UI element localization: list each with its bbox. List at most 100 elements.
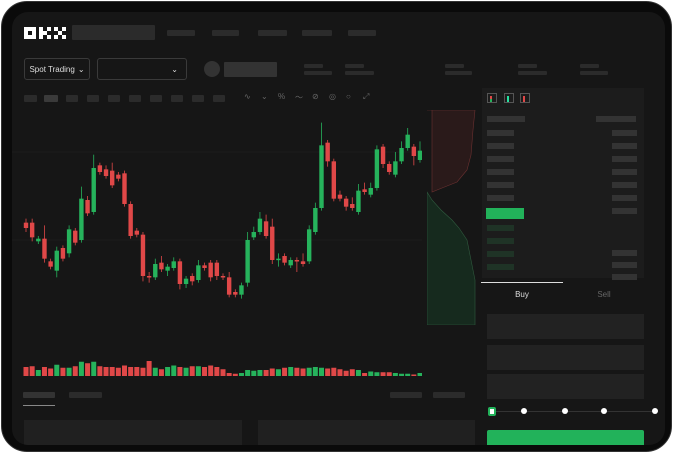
- slider-step[interactable]: [521, 408, 527, 414]
- tab-sell[interactable]: Sell: [597, 290, 611, 299]
- buy-button[interactable]: [487, 430, 644, 445]
- volume-bar: [405, 373, 411, 376]
- slider-step[interactable]: [652, 408, 658, 414]
- depth-asks: [427, 110, 476, 193]
- market-type-dropdown[interactable]: Spot Trading ⌄: [24, 58, 90, 80]
- candle: [356, 184, 361, 215]
- timeframe-button[interactable]: [108, 95, 120, 102]
- candle: [109, 162, 115, 188]
- search-bar[interactable]: [72, 25, 155, 40]
- tab-buy[interactable]: Buy: [515, 290, 529, 299]
- candle-body: [159, 262, 164, 270]
- market-type-label: Spot Trading: [29, 64, 75, 74]
- volume-bar: [103, 367, 109, 376]
- candle-body: [331, 161, 337, 199]
- candle-body: [23, 222, 29, 228]
- candle-body: [196, 265, 201, 280]
- volume-bar: [417, 373, 422, 376]
- total-input[interactable]: [487, 374, 644, 399]
- depth-chart: [427, 110, 476, 325]
- candle-body: [171, 261, 176, 268]
- candle-body: [165, 266, 170, 271]
- target-icon[interactable]: ◎: [329, 92, 336, 101]
- pair-dropdown[interactable]: ⌄: [97, 58, 187, 80]
- orderbook-view-both-icon[interactable]: [487, 93, 497, 103]
- line-tool-icon[interactable]: 〜: [295, 93, 303, 102]
- nav-item[interactable]: [258, 30, 287, 36]
- slider-handle[interactable]: [488, 407, 496, 416]
- candle-body: [257, 218, 263, 232]
- timeframe-button[interactable]: [150, 95, 162, 102]
- timeframe-button[interactable]: [213, 95, 225, 102]
- ask-price: [487, 169, 514, 175]
- volume-bar: [183, 367, 189, 376]
- candle: [294, 257, 300, 272]
- pair-name: [224, 62, 277, 77]
- volume-bar: [362, 373, 368, 376]
- candle-body: [405, 134, 410, 148]
- candle: [196, 260, 201, 283]
- timeframe-button[interactable]: [66, 95, 78, 102]
- stat-label: [304, 64, 323, 68]
- okx-logo[interactable]: [24, 27, 66, 39]
- candle-body: [122, 173, 127, 204]
- candle: [54, 246, 59, 278]
- nav-item[interactable]: [167, 30, 195, 36]
- volume-bar: [23, 367, 29, 376]
- candle-body: [233, 292, 238, 295]
- timeframe-button[interactable]: [24, 95, 37, 102]
- nav-item[interactable]: [302, 30, 332, 36]
- volume-bar: [177, 367, 183, 376]
- slider-step[interactable]: [601, 408, 607, 414]
- volume-bar: [140, 367, 146, 376]
- order-book: [482, 88, 644, 280]
- slider-step[interactable]: [562, 408, 568, 414]
- candle-body: [202, 265, 207, 268]
- nav-item[interactable]: [212, 30, 239, 36]
- timeframe-button[interactable]: [171, 95, 183, 102]
- amount-slider[interactable]: [488, 407, 660, 417]
- settings-icon[interactable]: %: [278, 92, 286, 101]
- orderbook-view-asks-icon[interactable]: [520, 93, 530, 103]
- volume-bar: [41, 367, 47, 376]
- timeframe-button[interactable]: [192, 95, 204, 102]
- last-price[interactable]: [486, 208, 524, 219]
- candle-body: [36, 238, 41, 242]
- candle-body: [300, 261, 306, 264]
- timeframe-button[interactable]: [129, 95, 141, 102]
- volume-bar: [128, 367, 134, 376]
- volume-bar: [269, 368, 275, 376]
- chevron-down-icon: ⌄: [77, 64, 85, 74]
- amount-input[interactable]: [487, 345, 644, 370]
- volume-bar: [220, 369, 226, 376]
- candle: [146, 272, 152, 283]
- candle-body: [362, 189, 367, 192]
- orderbook-view-bids-icon[interactable]: [504, 93, 514, 103]
- timeframe-button[interactable]: [44, 95, 58, 102]
- candle: [159, 256, 164, 272]
- volume-bar: [380, 372, 386, 376]
- expand-icon[interactable]: ⤢: [363, 92, 370, 101]
- tab-order-history[interactable]: [69, 392, 102, 398]
- okx-logo-icon: [24, 27, 66, 39]
- circle-icon[interactable]: ○: [346, 92, 351, 101]
- candle: [140, 232, 146, 282]
- timeframe-button[interactable]: [87, 95, 99, 102]
- volume-bar: [60, 367, 66, 376]
- pen-icon[interactable]: ⊘: [312, 92, 319, 101]
- volume-bar: [202, 367, 208, 376]
- volume-bar: [300, 368, 306, 376]
- nav-item[interactable]: [348, 30, 376, 36]
- candle: [85, 196, 90, 216]
- candle: [325, 140, 330, 167]
- indicator-icon[interactable]: ∿: [244, 92, 251, 101]
- volume-bar: [411, 374, 417, 376]
- tab-open-orders[interactable]: [23, 392, 55, 398]
- volume-bar: [152, 367, 158, 376]
- price-input[interactable]: [487, 314, 644, 339]
- ask-amount: [612, 169, 637, 175]
- filter-button[interactable]: [390, 392, 422, 398]
- filter-button[interactable]: [433, 392, 465, 398]
- chart-type-icon[interactable]: ⌄: [261, 92, 268, 101]
